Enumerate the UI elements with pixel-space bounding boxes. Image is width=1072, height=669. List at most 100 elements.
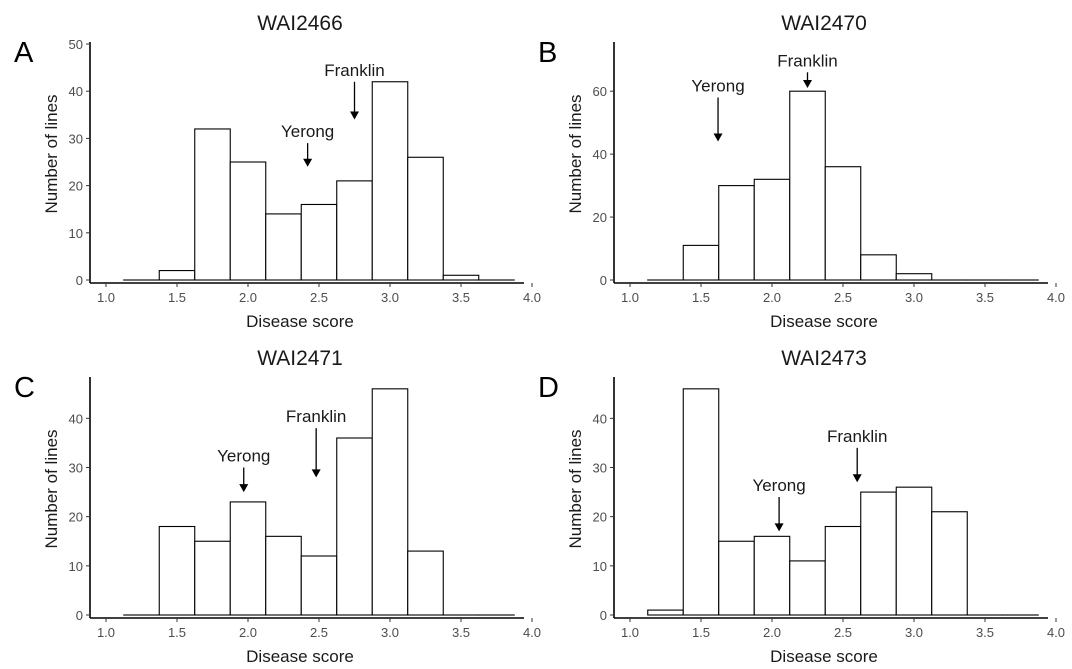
y-tick-label: 40 bbox=[69, 84, 83, 99]
x-axis-label: Disease score bbox=[246, 647, 354, 666]
y-axis-label: Number of lines bbox=[42, 429, 61, 548]
annotation-label: Franklin bbox=[777, 51, 837, 70]
histogram-bar bbox=[407, 156, 444, 281]
histogram-bar bbox=[860, 491, 897, 616]
y-axis-label: Number of lines bbox=[566, 94, 585, 213]
y-tick-label: 40 bbox=[593, 411, 607, 426]
histogram-bar bbox=[718, 540, 755, 616]
histogram-bar bbox=[194, 128, 231, 281]
y-tick-label: 20 bbox=[593, 510, 607, 525]
annotation-arrow-head bbox=[350, 111, 359, 120]
panel-b: B WAI2470 0 20 40 60 1.0 1.5 2.0 2.5 3.0 3.5 4.0 Dise… bbox=[524, 0, 1065, 334]
y-tick-label: 40 bbox=[593, 147, 607, 162]
x-tick-label: 1.5 bbox=[692, 290, 710, 305]
histogram-bar bbox=[442, 274, 480, 281]
chart-title: WAI2466 bbox=[257, 12, 343, 35]
x-axis-label: Disease score bbox=[770, 647, 878, 666]
chart-title: WAI2473 bbox=[781, 347, 867, 370]
y-tick-label: 20 bbox=[69, 510, 83, 525]
x-tick-label: 1.0 bbox=[97, 290, 115, 305]
annotation-label: Yerong bbox=[752, 476, 805, 495]
x-axis-label: Disease score bbox=[770, 312, 878, 331]
histogram-bar bbox=[265, 213, 302, 281]
x-tick-label: 3.0 bbox=[381, 290, 399, 305]
histogram-bar bbox=[229, 161, 267, 281]
y-tick-label: 0 bbox=[600, 608, 607, 623]
histogram-bar bbox=[300, 555, 338, 616]
y-tick-label: 20 bbox=[69, 179, 83, 194]
x-tick-label: 2.5 bbox=[834, 625, 852, 640]
histogram-bar bbox=[265, 535, 302, 616]
annotation-arrow-head bbox=[803, 80, 812, 89]
x-tick-label: 2.0 bbox=[763, 625, 781, 640]
x-tick-label: 3.0 bbox=[905, 290, 923, 305]
histogram-bar bbox=[371, 388, 409, 616]
x-tick-label: 3.5 bbox=[452, 625, 470, 640]
x-tick-label: 3.5 bbox=[976, 625, 994, 640]
histogram-bar bbox=[407, 550, 444, 616]
histogram-c: C WAI2471 0 10 20 30 40 1.0 1.5 2.0 2.5 3.0 3.5 4.0 Di… bbox=[14, 347, 541, 666]
annotation-arrow-head bbox=[713, 133, 723, 142]
histogram-bar bbox=[824, 525, 862, 616]
histogram-bar bbox=[895, 486, 933, 616]
y-tick-label: 60 bbox=[593, 84, 607, 99]
histogram-bar bbox=[158, 525, 196, 616]
x-tick-label: 4.0 bbox=[1047, 625, 1065, 640]
panel-letter: D bbox=[538, 372, 559, 404]
x-tick-label: 4.0 bbox=[523, 625, 541, 640]
annotation-arrow-head bbox=[239, 484, 249, 493]
x-tick-label: 2.5 bbox=[310, 625, 328, 640]
histogram-bar bbox=[336, 437, 373, 616]
x-tick-label: 2.5 bbox=[834, 290, 852, 305]
histogram-bar bbox=[682, 388, 720, 616]
histogram-bar bbox=[300, 203, 338, 281]
x-tick-label: 1.5 bbox=[168, 290, 186, 305]
y-tick-label: 0 bbox=[76, 273, 83, 288]
chart-title: WAI2470 bbox=[781, 12, 867, 35]
x-tick-label: 4.0 bbox=[523, 290, 541, 305]
histogram-bar bbox=[895, 273, 933, 281]
annotation-arrow-head bbox=[311, 469, 321, 478]
histogram-d: D WAI2473 0 10 20 30 40 1.0 1.5 2.0 2.5 3.0 3.5 4.0 Di… bbox=[538, 347, 1065, 666]
histogram-bar bbox=[860, 254, 897, 281]
x-axis-label: Disease score bbox=[246, 312, 354, 331]
histogram-bar bbox=[753, 535, 791, 616]
x-tick-label: 1.0 bbox=[621, 625, 639, 640]
x-tick-label: 1.0 bbox=[621, 290, 639, 305]
annotation-label: Yerong bbox=[281, 122, 334, 141]
x-tick-label: 3.0 bbox=[905, 625, 923, 640]
y-axis-label: Number of lines bbox=[566, 429, 585, 548]
histogram-b: B WAI2470 0 20 40 60 1.0 1.5 2.0 2.5 3.0 3.5 4.0 Dise… bbox=[538, 12, 1065, 331]
histogram-bar bbox=[682, 244, 720, 281]
x-tick-label: 2.0 bbox=[763, 290, 781, 305]
x-tick-label: 3.0 bbox=[381, 625, 399, 640]
annotation-label: Franklin bbox=[827, 427, 887, 446]
y-tick-label: 0 bbox=[600, 273, 607, 288]
histogram-bar bbox=[194, 540, 231, 616]
panel-letter: C bbox=[14, 372, 35, 404]
x-tick-label: 2.0 bbox=[239, 625, 257, 640]
y-tick-label: 30 bbox=[69, 131, 83, 146]
y-tick-label: 30 bbox=[593, 461, 607, 476]
panel-letter: B bbox=[538, 37, 557, 69]
y-tick-label: 0 bbox=[76, 608, 83, 623]
annotation-label: Yerong bbox=[691, 76, 744, 95]
x-tick-label: 2.0 bbox=[239, 290, 257, 305]
y-tick-label: 10 bbox=[69, 559, 83, 574]
annotation-arrow-head bbox=[774, 523, 784, 532]
y-tick-label: 10 bbox=[69, 226, 83, 241]
histogram-bar bbox=[336, 180, 373, 281]
histogram-bar bbox=[753, 178, 791, 281]
annotation-arrow-head bbox=[303, 158, 313, 167]
histogram-bar bbox=[158, 270, 196, 281]
x-tick-label: 1.5 bbox=[168, 625, 186, 640]
x-tick-label: 1.5 bbox=[692, 625, 710, 640]
annotation-label: Franklin bbox=[286, 407, 346, 426]
y-tick-label: 30 bbox=[69, 461, 83, 476]
panel-a: A WAI2466 0 10 20 30 40 50 1.0 1.5 2.0 2.5 3.0 3.5 4.0… bbox=[0, 0, 541, 334]
histogram-a: A WAI2466 0 10 20 30 40 50 1.0 1.5 2.0 2.5 3.0 3.5 4.0… bbox=[14, 12, 541, 331]
y-tick-label: 50 bbox=[69, 37, 83, 52]
panel-c: C WAI2471 0 10 20 30 40 1.0 1.5 2.0 2.5 3.0 3.5 4.0 Di… bbox=[0, 335, 541, 669]
y-tick-label: 20 bbox=[593, 210, 607, 225]
